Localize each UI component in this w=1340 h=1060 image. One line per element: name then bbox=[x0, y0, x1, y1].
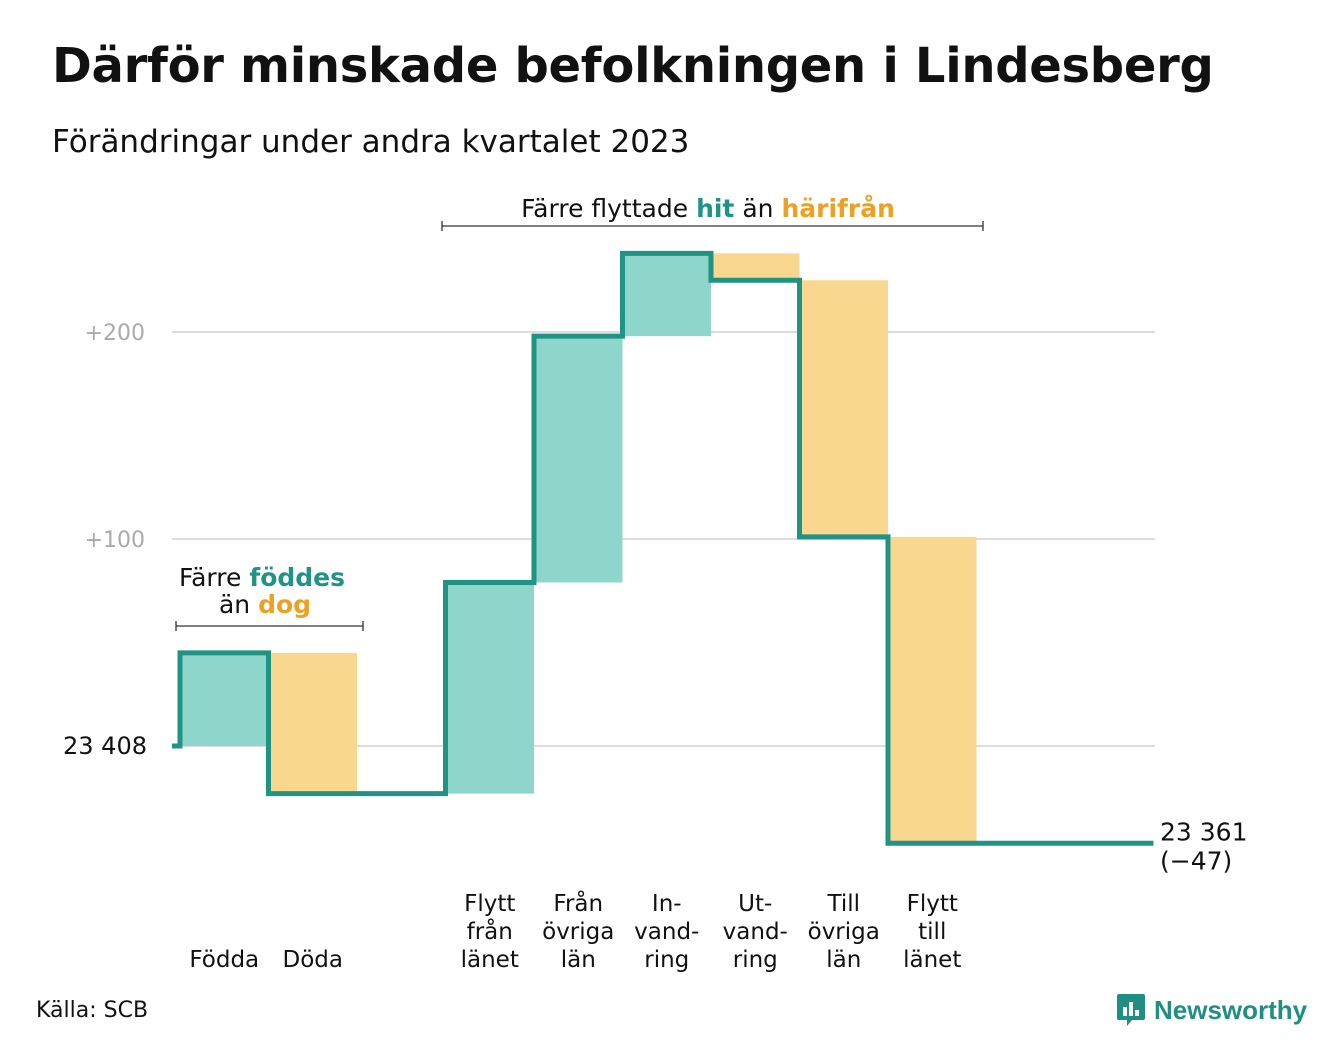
x-tick-label: Döda bbox=[283, 947, 343, 973]
x-tick-label: övriga bbox=[542, 919, 614, 945]
source-note: Källa: SCB bbox=[36, 998, 149, 1023]
annotation-text: Färre bbox=[179, 563, 249, 592]
y-axis-labels: +100 +200 23 408 bbox=[63, 321, 147, 760]
annotation-highlight: dog bbox=[258, 590, 311, 619]
annotation-births-line1: Färre föddes bbox=[179, 563, 345, 592]
annotation-text: Färre flyttade bbox=[521, 194, 696, 223]
bar bbox=[180, 652, 269, 746]
x-axis-labels: Födda DödaFlyttfrånlänetFrånövrigalänIn-v… bbox=[189, 889, 961, 973]
x-tick-label: länet bbox=[461, 947, 519, 973]
bar bbox=[711, 253, 800, 281]
x-tick-label: Från bbox=[553, 889, 603, 917]
bars bbox=[180, 253, 977, 844]
x-tick-label: vand- bbox=[723, 919, 788, 945]
bar bbox=[534, 336, 623, 583]
x-tick-label: från bbox=[467, 917, 513, 945]
x-tick-label: Till bbox=[826, 891, 860, 917]
bar bbox=[268, 652, 357, 794]
x-tick-label: In- bbox=[652, 891, 682, 917]
brand-name: Newsworthy bbox=[1154, 994, 1308, 1025]
x-tick-label: län bbox=[561, 947, 596, 973]
bar bbox=[799, 280, 888, 537]
y-tick-label: +200 bbox=[85, 321, 145, 346]
annotation-highlight: härifrån bbox=[781, 194, 894, 223]
x-tick-label: övriga bbox=[808, 919, 880, 945]
page-title: Därför minskade befolkningen i Lindesber… bbox=[52, 38, 1214, 94]
brand-logo: Newsworthy bbox=[1116, 992, 1307, 1028]
bar bbox=[622, 253, 711, 337]
x-tick-label: till bbox=[918, 919, 946, 945]
annotation-births-line2: än dog bbox=[219, 590, 311, 619]
end-change-label: (−47) bbox=[1160, 846, 1232, 875]
end-value-label: 23 361 bbox=[1160, 817, 1247, 846]
x-tick-label: Flytt bbox=[464, 891, 515, 917]
x-tick-label: ring bbox=[644, 947, 689, 973]
start-value-label: 23 408 bbox=[63, 732, 147, 760]
x-tick-label: Ut- bbox=[738, 891, 772, 917]
running-total-line bbox=[172, 250, 1154, 846]
annotation-migration: Färre flyttade hit än härifrån bbox=[521, 194, 895, 223]
x-tick-label: ring bbox=[733, 947, 778, 973]
annotation-text: än bbox=[219, 590, 258, 619]
x-tick-label: Flytt bbox=[907, 891, 958, 917]
x-tick-label: vand- bbox=[634, 919, 699, 945]
annotation-highlight: föddes bbox=[249, 563, 345, 592]
x-tick-label: Födda bbox=[189, 947, 259, 973]
y-tick-label: +100 bbox=[85, 528, 145, 553]
page-subtitle: Förändringar under andra kvartalet 2023 bbox=[52, 124, 690, 160]
x-tick-label: länet bbox=[903, 947, 961, 973]
annotation-text: än bbox=[734, 194, 781, 223]
annotation-highlight: hit bbox=[696, 194, 734, 223]
value-labels: 23 361(−47) bbox=[1160, 817, 1247, 875]
newsworthy-logo-icon bbox=[1117, 994, 1145, 1026]
x-tick-label: län bbox=[826, 947, 861, 973]
bar bbox=[445, 582, 534, 794]
bar bbox=[888, 536, 977, 844]
running-total-path bbox=[172, 250, 1154, 846]
